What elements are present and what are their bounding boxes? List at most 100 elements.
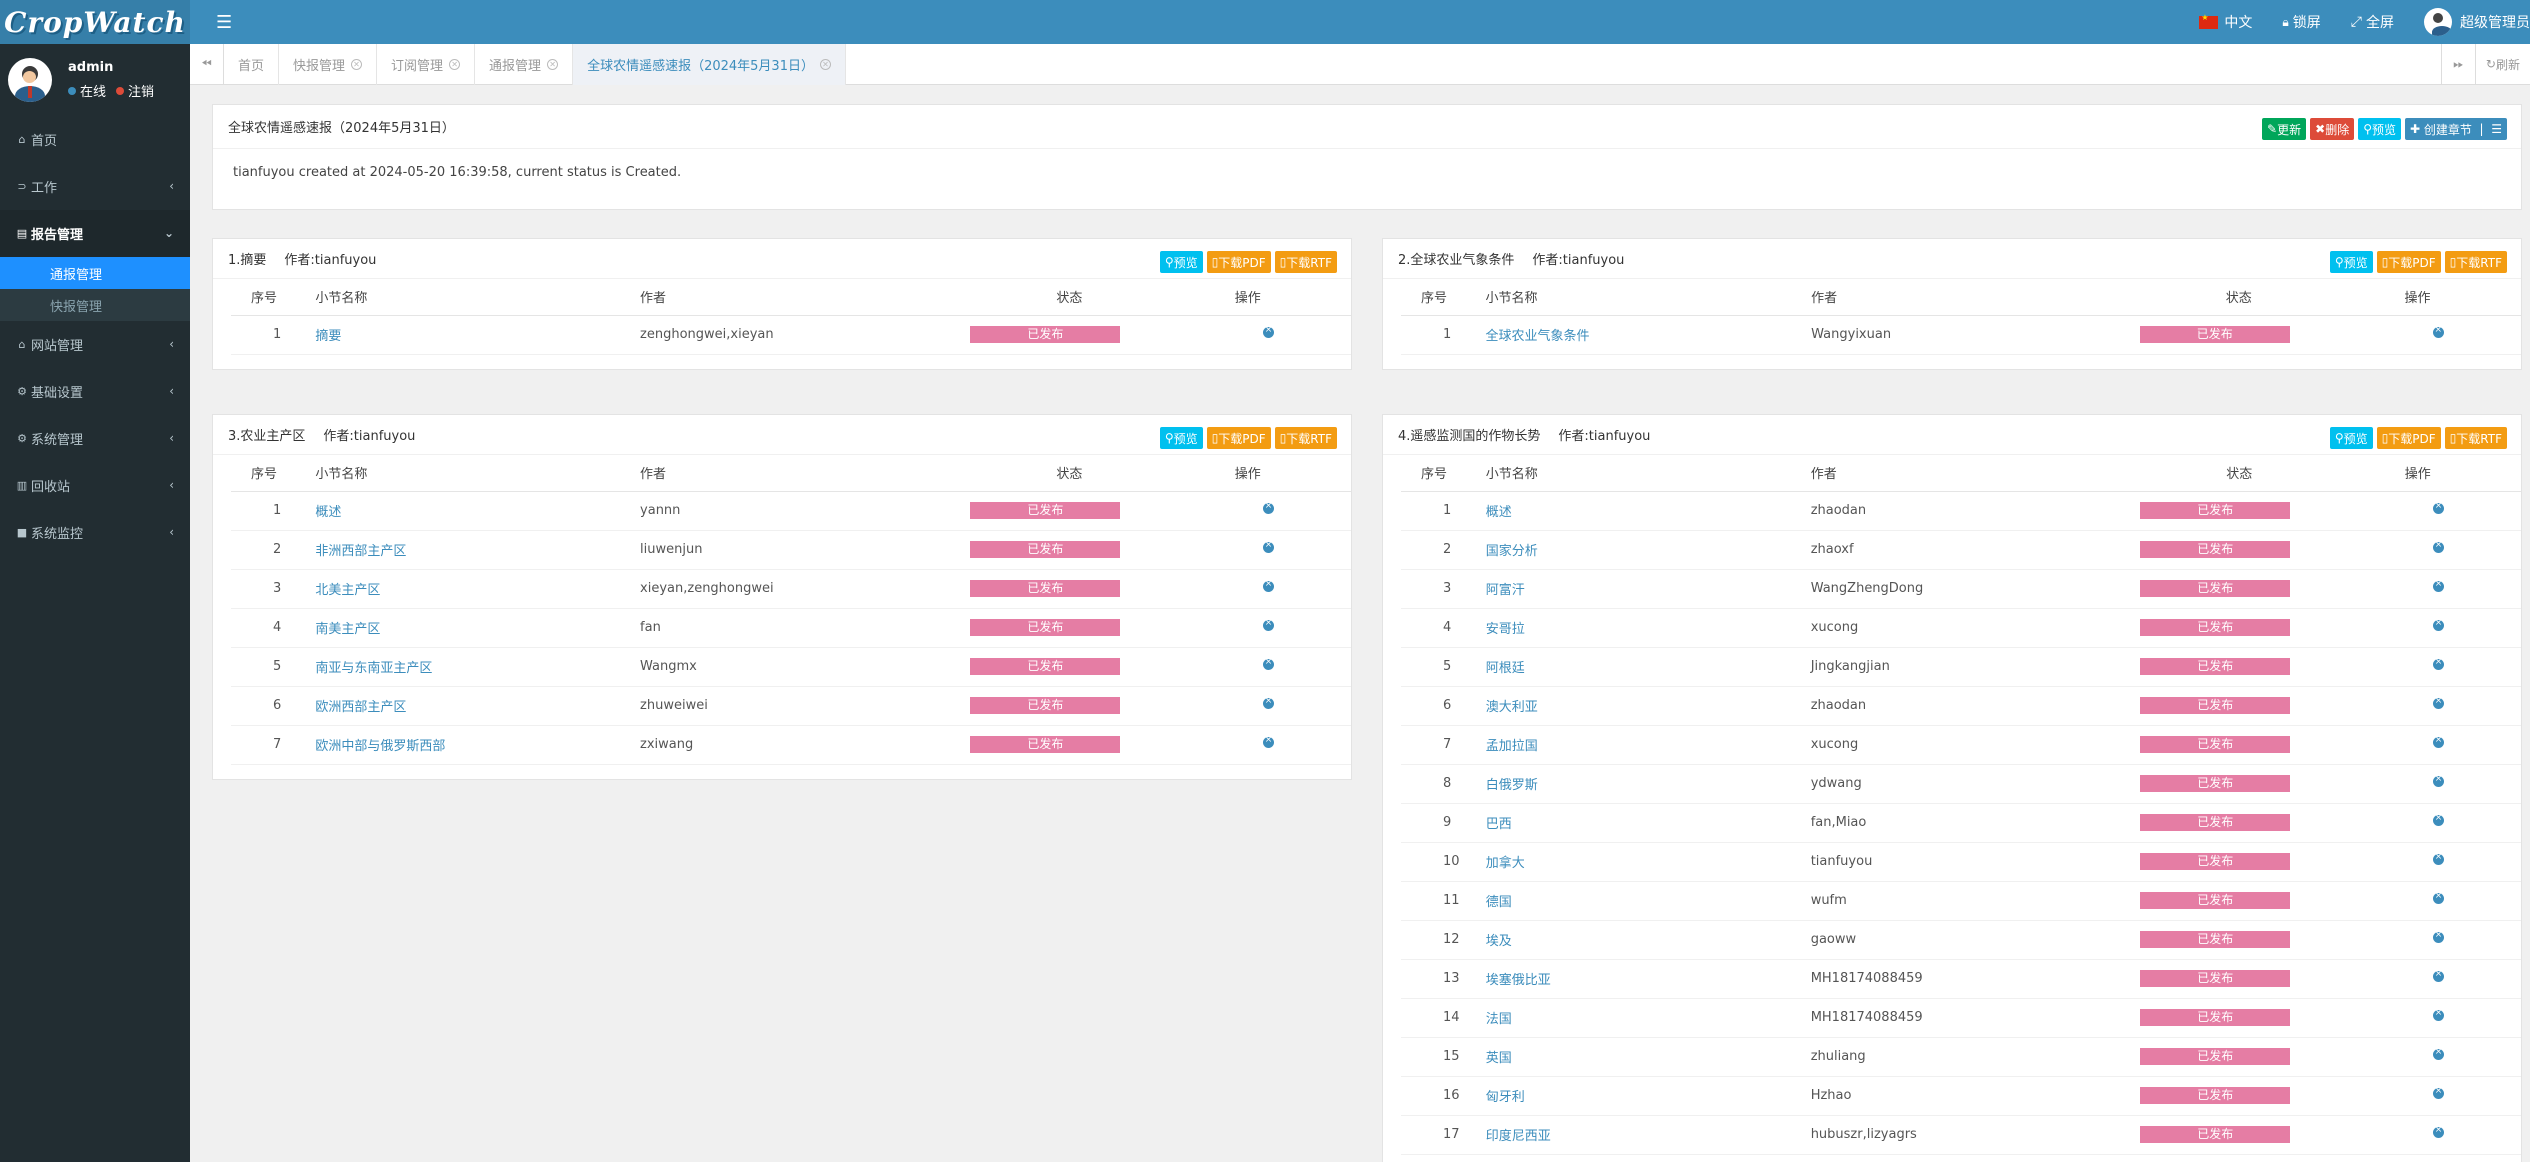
remove-icon[interactable] bbox=[2432, 852, 2444, 865]
download-rtf-button[interactable]: ▯ 下载RTF bbox=[1274, 427, 1337, 449]
close-icon[interactable]: ✕ bbox=[547, 58, 559, 70]
remove-icon[interactable] bbox=[2432, 813, 2444, 826]
tabs-scroll-right-icon[interactable]: ⏩︎ bbox=[2440, 43, 2475, 85]
sidebar-subitem-express[interactable]: 快报管理 bbox=[50, 299, 103, 315]
remove-icon[interactable] bbox=[1262, 696, 1274, 709]
sidebar-item-monitor[interactable]: ■ 系统监控 ‹ bbox=[0, 509, 190, 556]
section-name-link[interactable]: 印度尼西亚 bbox=[1485, 1115, 1811, 1155]
account-menu[interactable]: 超级管理员 bbox=[2424, 8, 2530, 36]
chapter-preview-button[interactable]: ⚲ 预览 bbox=[1159, 427, 1203, 449]
chapter-preview-button[interactable]: ⚲ 预览 bbox=[2329, 251, 2373, 273]
language-selector[interactable]: 中文 bbox=[2199, 12, 2252, 32]
section-name-link[interactable]: 摘要 bbox=[315, 315, 641, 355]
remove-icon[interactable] bbox=[2432, 501, 2444, 514]
remove-icon[interactable] bbox=[2432, 618, 2444, 631]
remove-icon[interactable] bbox=[2432, 540, 2444, 553]
sidebar-item-home[interactable]: ⌂ 首页 bbox=[0, 116, 190, 163]
section-name-link[interactable]: 孟加拉国 bbox=[1485, 725, 1811, 765]
download-rtf-button[interactable]: ▯ 下载RTF bbox=[1274, 251, 1337, 273]
download-pdf-button[interactable]: ▯ 下载PDF bbox=[2376, 251, 2441, 273]
remove-icon[interactable] bbox=[2432, 1047, 2444, 1060]
table-row: 4 安哥拉 xucong 已发布 bbox=[1401, 608, 2521, 648]
sidebar-item-website[interactable]: ⌂ 网站管理 ‹ bbox=[0, 321, 190, 368]
section-name-link[interactable]: 国家分析 bbox=[1485, 530, 1811, 570]
remove-icon[interactable] bbox=[1262, 735, 1274, 748]
file-icon: ▯ bbox=[2449, 255, 2457, 269]
remove-icon[interactable] bbox=[1262, 501, 1274, 514]
remove-icon[interactable] bbox=[2432, 930, 2444, 943]
download-pdf-button[interactable]: ▯ 下载PDF bbox=[1206, 251, 1271, 273]
download-rtf-button[interactable]: ▯ 下载RTF bbox=[2444, 251, 2507, 273]
sidebar-item-basic-settings[interactable]: ⚙ 基础设置 ‹ bbox=[0, 368, 190, 415]
remove-icon[interactable] bbox=[2432, 1086, 2444, 1099]
remove-icon[interactable] bbox=[2432, 1008, 2444, 1021]
remove-icon[interactable] bbox=[1262, 618, 1274, 631]
section-name-link[interactable]: 巴西 bbox=[1485, 803, 1811, 843]
remove-icon[interactable] bbox=[1262, 579, 1274, 592]
remove-icon[interactable] bbox=[2432, 735, 2444, 748]
section-name-link[interactable]: 南美主产区 bbox=[315, 608, 641, 648]
close-icon[interactable]: ✕ bbox=[351, 58, 363, 70]
remove-icon[interactable] bbox=[2432, 657, 2444, 670]
remove-icon[interactable] bbox=[1262, 325, 1274, 338]
close-icon[interactable]: ✕ bbox=[819, 58, 831, 70]
section-name-link[interactable]: 南亚与东南亚主产区 bbox=[315, 647, 641, 687]
sidebar-subitem-bulletin[interactable]: 通报管理 bbox=[0, 257, 190, 289]
tab-bulletin[interactable]: 通报管理 ✕ bbox=[475, 43, 574, 85]
section-name-link[interactable]: 阿富汗 bbox=[1485, 569, 1811, 609]
tab-subscription[interactable]: 订阅管理 ✕ bbox=[377, 43, 476, 85]
create-chapter-button[interactable]: ✚ 创建章节 | ☰ bbox=[2405, 118, 2507, 140]
section-name-link[interactable]: 非洲西部主产区 bbox=[315, 530, 641, 570]
section-name-link[interactable]: 概述 bbox=[315, 491, 641, 531]
sidebar-item-work[interactable]: ⊃ 工作 ‹ bbox=[0, 163, 190, 210]
remove-icon[interactable] bbox=[2432, 969, 2444, 982]
remove-icon[interactable] bbox=[2432, 325, 2444, 338]
section-name-link[interactable]: 阿根廷 bbox=[1485, 647, 1811, 687]
fullscreen-button[interactable]: ⤢ 全屏 bbox=[2351, 12, 2394, 32]
remove-icon[interactable] bbox=[1262, 540, 1274, 553]
section-name-link[interactable]: 埃塞俄比亚 bbox=[1485, 959, 1811, 999]
refresh-button[interactable]: ↻ 刷新 bbox=[2474, 43, 2530, 85]
remove-icon[interactable] bbox=[2432, 891, 2444, 904]
tab-express[interactable]: 快报管理 ✕ bbox=[279, 43, 378, 85]
section-name-link[interactable]: 安哥拉 bbox=[1485, 608, 1811, 648]
section-name-link[interactable]: 北美主产区 bbox=[315, 569, 641, 609]
section-name-link[interactable]: 埃及 bbox=[1485, 920, 1811, 960]
remove-icon[interactable] bbox=[2432, 696, 2444, 709]
section-name-link[interactable]: 法国 bbox=[1485, 998, 1811, 1038]
remove-icon[interactable] bbox=[2432, 774, 2444, 787]
section-name-link[interactable]: 概述 bbox=[1485, 491, 1811, 531]
section-name-link[interactable]: 全球农业气象条件 bbox=[1485, 315, 1812, 355]
download-pdf-button[interactable]: ▯ 下载PDF bbox=[2376, 427, 2441, 449]
update-button[interactable]: ✎ 更新 bbox=[2262, 118, 2307, 140]
section-name-link[interactable]: 英国 bbox=[1485, 1037, 1811, 1077]
column-header-name: 小节名称 bbox=[315, 279, 641, 316]
lock-screen-button[interactable]: 🔒︎ 锁屏 bbox=[2282, 12, 2320, 32]
tab-home[interactable]: 首页 bbox=[224, 43, 280, 85]
preview-button[interactable]: ⚲ 预览 bbox=[2358, 118, 2402, 140]
chapter-preview-button[interactable]: ⚲ 预览 bbox=[1159, 251, 1203, 273]
close-icon[interactable]: ✕ bbox=[449, 58, 461, 70]
delete-button[interactable]: ✖ 删除 bbox=[2310, 118, 2355, 140]
sidebar-item-recycle[interactable]: ▥ 回收站 ‹ bbox=[0, 462, 190, 509]
section-name-link[interactable]: 匈牙利 bbox=[1485, 1076, 1811, 1116]
remove-icon[interactable] bbox=[1262, 657, 1274, 670]
app-logo[interactable]: CropWatch bbox=[0, 0, 190, 44]
logout-link[interactable]: 注销 bbox=[128, 85, 155, 100]
remove-icon[interactable] bbox=[2432, 1125, 2444, 1138]
section-name-link[interactable]: 欧洲西部主产区 bbox=[315, 686, 641, 726]
download-pdf-button[interactable]: ▯ 下载PDF bbox=[1206, 427, 1271, 449]
section-name-link[interactable]: 白俄罗斯 bbox=[1485, 764, 1811, 804]
section-name-link[interactable]: 澳大利亚 bbox=[1485, 686, 1811, 726]
section-name-link[interactable]: 欧洲中部与俄罗斯西部 bbox=[315, 725, 641, 765]
menu-toggle-icon[interactable]: ☰ bbox=[216, 11, 233, 33]
chapter-preview-button[interactable]: ⚲ 预览 bbox=[2329, 427, 2373, 449]
section-name-link[interactable]: 德国 bbox=[1485, 881, 1811, 921]
remove-icon[interactable] bbox=[2432, 579, 2444, 592]
section-name-link[interactable]: 加拿大 bbox=[1485, 842, 1811, 882]
sidebar-item-reports[interactable]: ▤ 报告管理 ⌄ bbox=[0, 210, 190, 257]
sidebar-item-system[interactable]: ⚙ 系统管理 ‹ bbox=[0, 415, 190, 462]
download-rtf-button[interactable]: ▯ 下载RTF bbox=[2444, 427, 2507, 449]
tab-report[interactable]: 全球农情遥感速报（2024年5月31日） ✕ bbox=[573, 43, 846, 85]
tabs-scroll-left-icon[interactable]: ⏪︎ bbox=[190, 43, 224, 85]
